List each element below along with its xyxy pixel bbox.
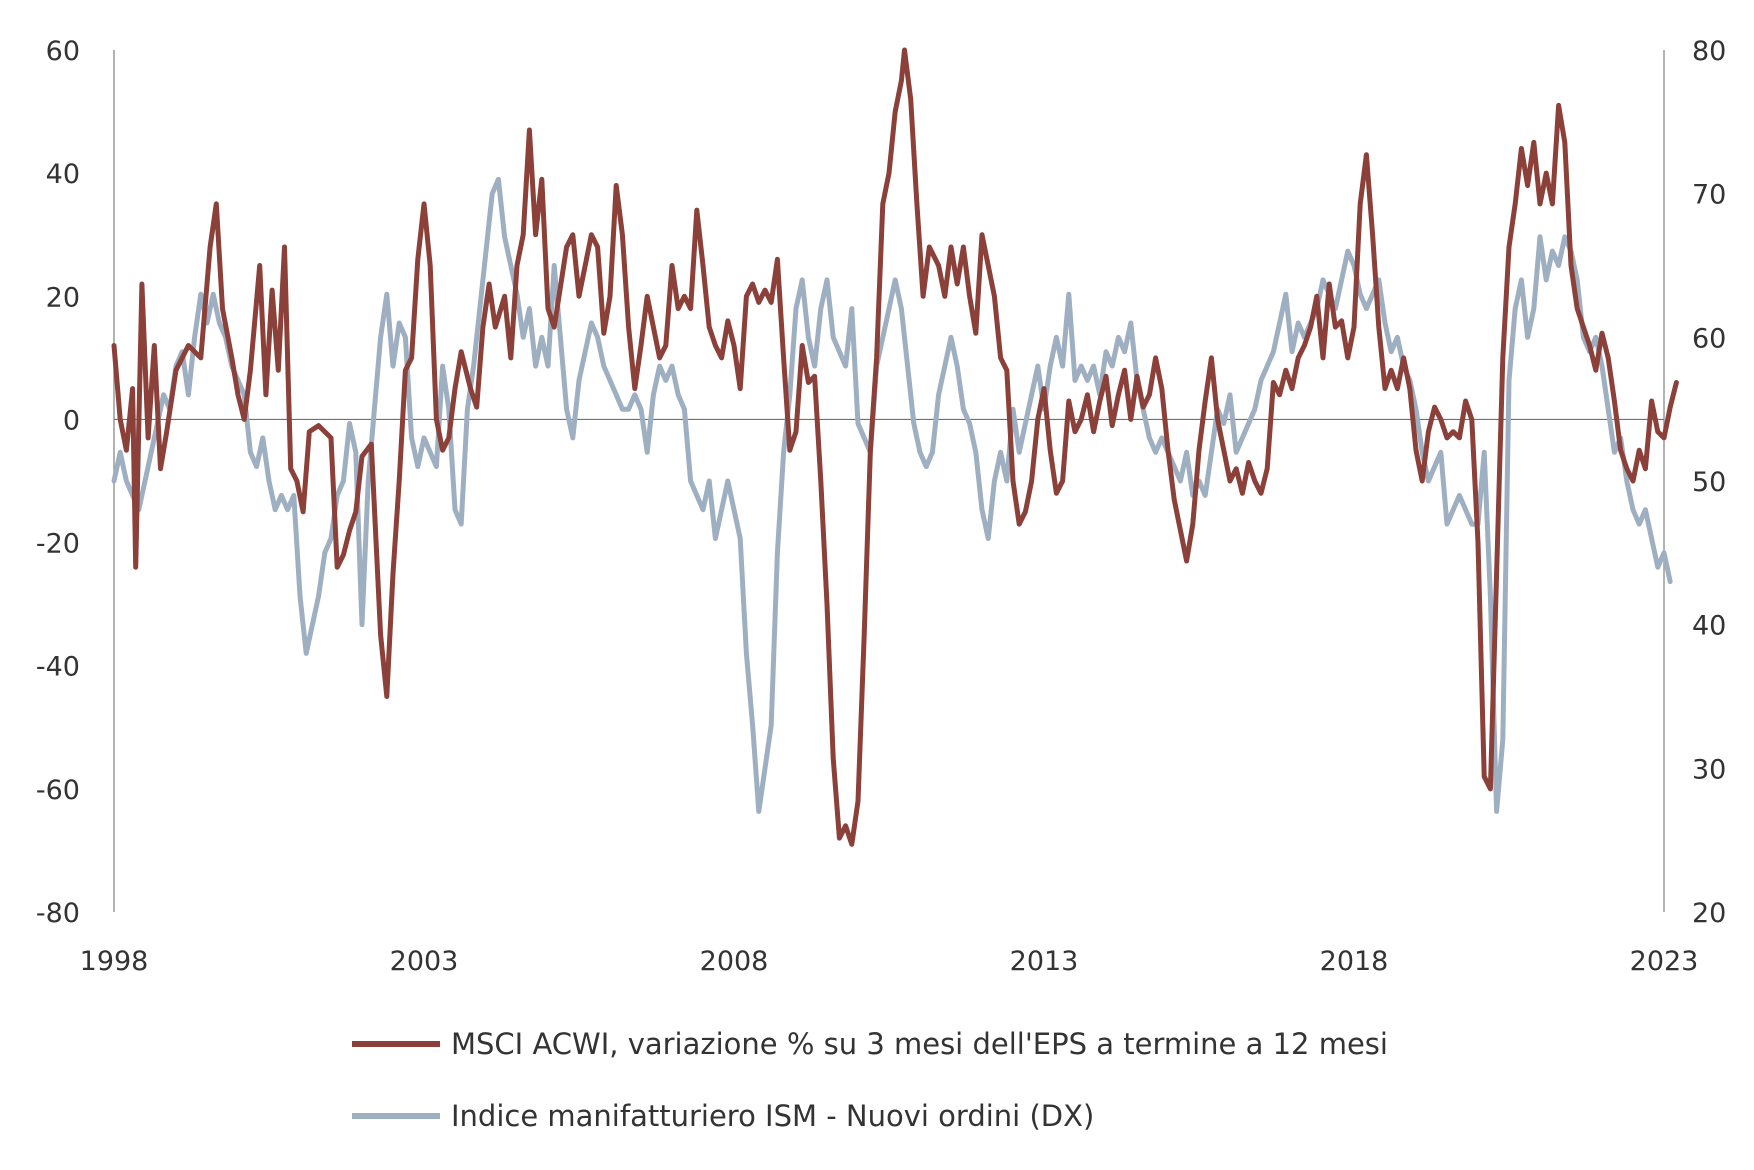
x-tick-labels: 1998 2003 2008 2013 2018 2023 [80, 946, 1699, 977]
legend: MSCI ACWI, variazione % su 3 mesi dell'E… [352, 1027, 1388, 1133]
x-tick-label: 2003 [390, 946, 459, 977]
x-tick-label: 2023 [1630, 946, 1699, 977]
left-tick-label: -20 [36, 529, 80, 560]
right-tick-label: 60 [1692, 323, 1726, 354]
right-tick-label: 40 [1692, 611, 1726, 642]
series-line-ism-new-orders [111, 176, 1673, 814]
x-tick-label: 2008 [700, 946, 769, 977]
legend-label-msci-acwi: MSCI ACWI, variazione % su 3 mesi dell'E… [451, 1027, 1388, 1061]
left-tick-label: 60 [46, 36, 80, 67]
right-tick-label: 70 [1692, 180, 1726, 211]
left-tick-label: -40 [36, 652, 80, 683]
legend-label-ism-new-orders: Indice manifatturiero ISM - Nuovi ordini… [451, 1099, 1094, 1133]
series-line-msci-acwi-eps [111, 47, 1679, 847]
right-y-tick-labels: 80 70 60 50 40 30 20 [1692, 36, 1726, 929]
left-tick-label: -80 [36, 898, 80, 929]
right-tick-label: 50 [1692, 467, 1726, 498]
left-tick-label: 0 [63, 405, 80, 436]
series-lines [111, 47, 1679, 847]
right-tick-label: 20 [1692, 898, 1726, 929]
left-tick-label: -60 [36, 775, 80, 806]
right-tick-label: 30 [1692, 754, 1726, 785]
left-tick-label: 40 [46, 159, 80, 190]
x-tick-label: 2013 [1010, 946, 1079, 977]
legend-item-msci-acwi: MSCI ACWI, variazione % su 3 mesi dell'E… [352, 1027, 1388, 1061]
right-tick-label: 80 [1692, 36, 1726, 67]
x-tick-label: 1998 [80, 946, 149, 977]
x-tick-label: 2018 [1320, 946, 1389, 977]
left-y-tick-labels: 60 40 20 0 -20 -40 -60 -80 [36, 36, 80, 929]
legend-item-ism-new-orders: Indice manifatturiero ISM - Nuovi ordini… [352, 1099, 1094, 1133]
left-tick-label: 20 [46, 282, 80, 313]
